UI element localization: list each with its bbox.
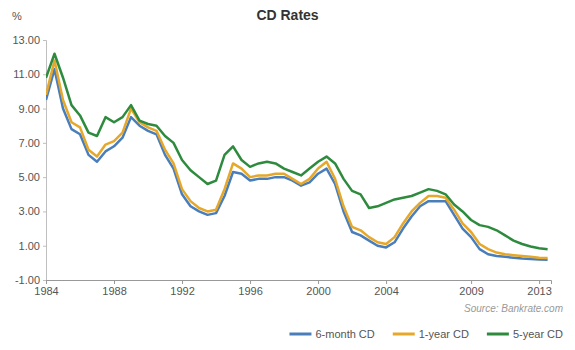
x-tick: 1992 [170,280,194,297]
x-tick: 2004 [374,280,398,297]
y-tick-mark [43,246,46,247]
x-tick-mark [386,280,387,284]
y-tick-mark [43,109,46,110]
y-tick-label: 1.00 [19,240,40,252]
x-tick-mark [539,280,540,284]
legend-swatch [393,333,415,336]
y-axis-label: % [12,10,22,22]
plot-area [46,54,548,260]
legend-label: 5-year CD [513,328,563,340]
y-tick-mark [43,280,46,281]
x-tick-mark [318,280,319,284]
x-tick-mark [250,280,251,284]
y-tick: 1.00 [19,240,46,252]
y-tick-mark [43,40,46,41]
y-tick-mark [43,143,46,144]
y-tick-mark [43,74,46,75]
series-line [46,54,548,249]
y-tick: 11.00 [13,68,46,80]
series-line [46,61,548,258]
x-tick-label: 1988 [102,285,126,297]
x-axis-line [47,281,552,285]
x-tick-mark [471,280,472,284]
y-tick-label: 9.00 [19,103,40,115]
legend-swatch [289,333,311,336]
chart: CD Rates%-1.001.003.005.007.009.0011.001… [0,0,575,350]
x-tick: 1988 [102,280,126,297]
y-axis-line [43,41,47,281]
legend-swatch [487,333,509,336]
title: CD Rates [256,7,318,23]
x-tick: 1996 [238,280,262,297]
x-tick-label: 2009 [459,285,483,297]
y-axis: -1.001.003.005.007.009.0011.0013.00 [12,34,46,286]
legend-entry: 1-year CD [393,328,469,340]
x-tick-label: 2013 [527,285,551,297]
source: Source: Bankrate.com [464,303,563,314]
y-tick: 7.00 [19,137,46,149]
y-tick-label: 5.00 [19,171,40,183]
x-tick-label: 2004 [374,285,398,297]
y-tick: 9.00 [19,103,46,115]
x-tick-mark [114,280,115,284]
x-tick-mark [46,280,47,284]
y-tick: 3.00 [19,205,46,217]
y-tick-mark [43,177,46,178]
x-tick-label: 1996 [238,285,262,297]
y-tick: 13.00 [12,34,46,46]
x-axis: 1984 1988 1992 1996 2000 2004 2009 2013 [34,280,552,297]
x-tick: 2009 [459,280,483,297]
x-tick-label: 1992 [170,285,194,297]
x-tick-mark [182,280,183,284]
legend: 6-month CD 1-year CD 5-year CD [289,328,563,340]
legend-entry: 5-year CD [487,328,563,340]
x-tick: 1984 [34,280,58,297]
y-tick: 5.00 [19,171,46,183]
x-tick: 2013 [527,280,551,297]
legend-label: 6-month CD [315,328,374,340]
y-tick-label: 3.00 [19,205,40,217]
y-tick-label: 11.00 [13,68,40,80]
x-tick-label: 2000 [306,285,330,297]
y-tick-label: 7.00 [19,137,40,149]
x-tick: 2000 [306,280,330,297]
legend-label: 1-year CD [419,328,469,340]
legend-entry: 6-month CD [289,328,374,340]
y-tick-mark [43,211,46,212]
series-line [46,69,548,260]
x-tick-label: 1984 [34,285,58,297]
y-tick-label: 13.00 [12,34,40,46]
